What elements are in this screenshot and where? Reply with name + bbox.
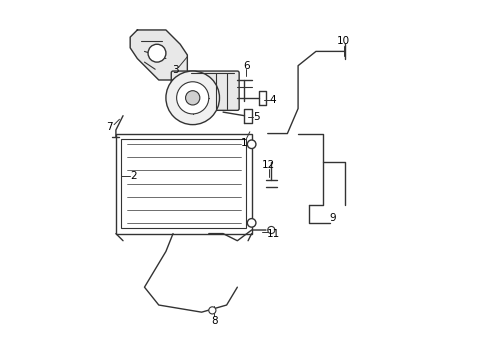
Circle shape: [185, 91, 200, 105]
Text: 9: 9: [329, 212, 336, 222]
Text: 4: 4: [268, 95, 275, 105]
Circle shape: [176, 82, 208, 114]
Text: 12: 12: [262, 160, 275, 170]
Bar: [121, 139, 246, 228]
FancyBboxPatch shape: [171, 71, 239, 111]
Text: 11: 11: [266, 229, 280, 239]
Text: 1: 1: [241, 138, 247, 148]
Circle shape: [267, 226, 274, 234]
Text: 3: 3: [172, 65, 179, 75]
Circle shape: [247, 219, 255, 227]
Text: 2: 2: [130, 171, 137, 181]
Circle shape: [247, 140, 255, 149]
Circle shape: [165, 71, 219, 125]
Circle shape: [208, 307, 216, 314]
Bar: [116, 134, 251, 234]
Circle shape: [148, 44, 165, 62]
Text: 5: 5: [252, 112, 259, 122]
Text: 8: 8: [210, 316, 217, 326]
Text: 7: 7: [106, 122, 113, 132]
Polygon shape: [130, 30, 187, 80]
Text: 6: 6: [243, 62, 249, 71]
Text: 10: 10: [337, 36, 350, 46]
